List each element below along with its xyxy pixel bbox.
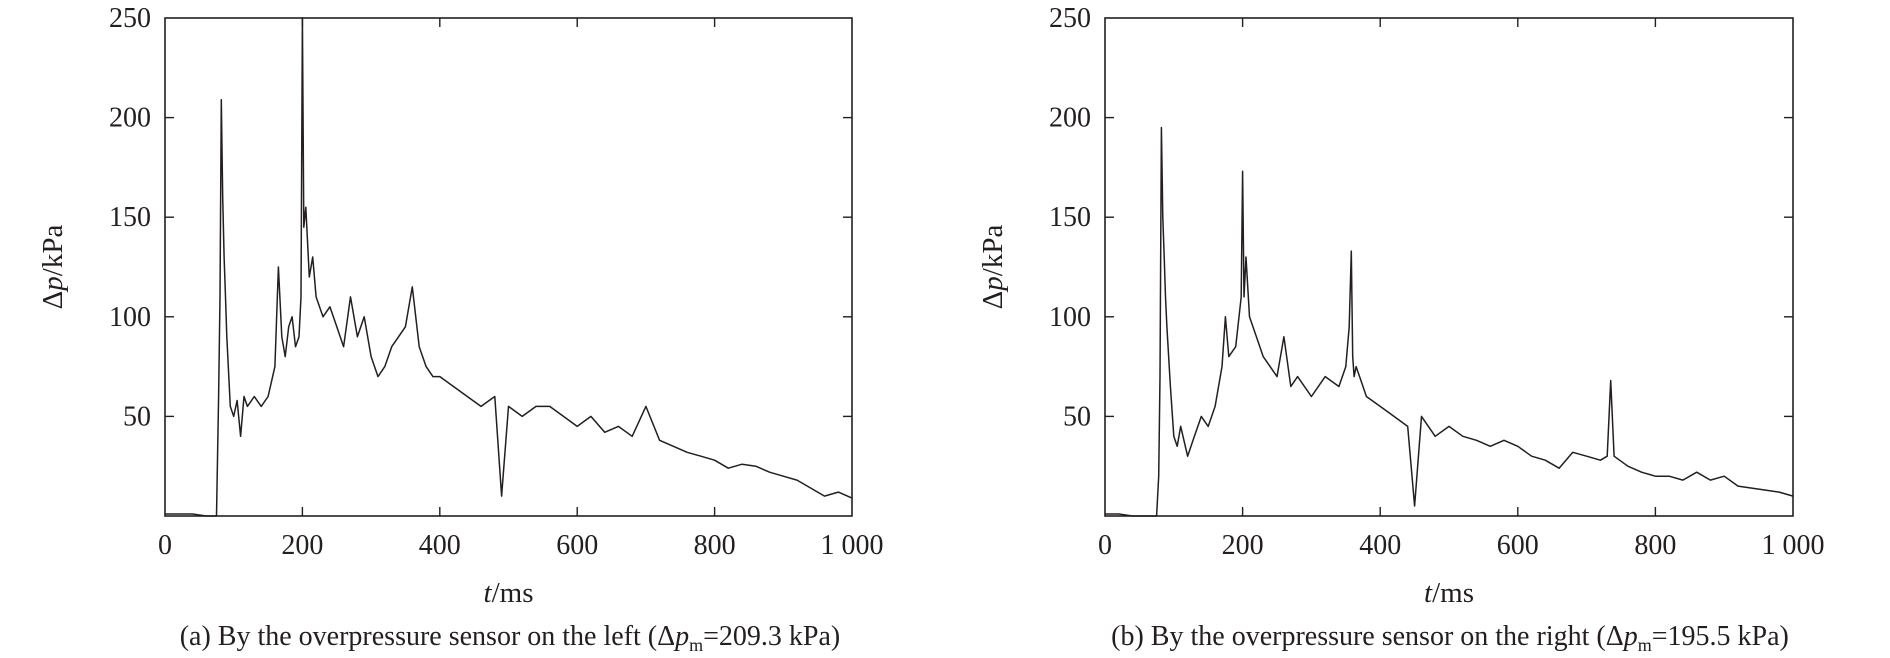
y-axis-label: Δp/kPa xyxy=(977,225,1009,310)
x-tick-label: 200 xyxy=(281,530,323,561)
x-tick-label: 600 xyxy=(556,530,598,561)
x-tick-label: 200 xyxy=(1222,530,1264,561)
x-tick-label: 600 xyxy=(1497,530,1539,561)
chart-panel-a: 0 200 400 600 800 1 000 50 100 150 200 250 t/ms Δp/k… xyxy=(37,3,884,655)
x-tick-label: 0 xyxy=(158,530,172,561)
x-tick-label: 400 xyxy=(1359,530,1401,561)
y-tick-label: 100 xyxy=(109,302,151,333)
y-tick-label: 50 xyxy=(123,401,151,432)
y-tick-label: 100 xyxy=(1049,302,1091,333)
x-axis-label: t/ms xyxy=(484,577,534,609)
plot-frame xyxy=(1104,17,1794,517)
y-tick-label: 150 xyxy=(1049,202,1091,233)
pressure-series-line xyxy=(1105,126,1794,517)
x-tick-label: 800 xyxy=(1634,530,1676,561)
pressure-series-line xyxy=(165,17,853,517)
panel-caption: (a) By the overpressure sensor on the le… xyxy=(180,621,841,655)
plot-frame xyxy=(164,17,853,517)
y-axis-label: Δp/kPa xyxy=(37,225,69,310)
panel-caption: (b) By the overpressure sensor on the ri… xyxy=(1111,621,1789,655)
y-tick-label: 200 xyxy=(109,103,151,134)
x-tick-label: 1 000 xyxy=(1762,530,1825,561)
y-tick-label: 250 xyxy=(1049,3,1091,34)
x-tick-label: 0 xyxy=(1098,530,1112,561)
chart-panel-b: 0 200 400 600 800 1 000 50 100 150 200 250 t/ms Δp/k… xyxy=(977,3,1825,655)
y-tick-label: 200 xyxy=(1049,103,1091,134)
y-tick-label: 50 xyxy=(1063,401,1091,432)
x-tick-label: 800 xyxy=(694,530,736,561)
y-tick-label: 150 xyxy=(109,202,151,233)
x-axis-label: t/ms xyxy=(1424,577,1474,609)
x-tick-label: 400 xyxy=(419,530,461,561)
x-tick-label: 1 000 xyxy=(821,530,884,561)
y-tick-label: 250 xyxy=(109,3,151,34)
